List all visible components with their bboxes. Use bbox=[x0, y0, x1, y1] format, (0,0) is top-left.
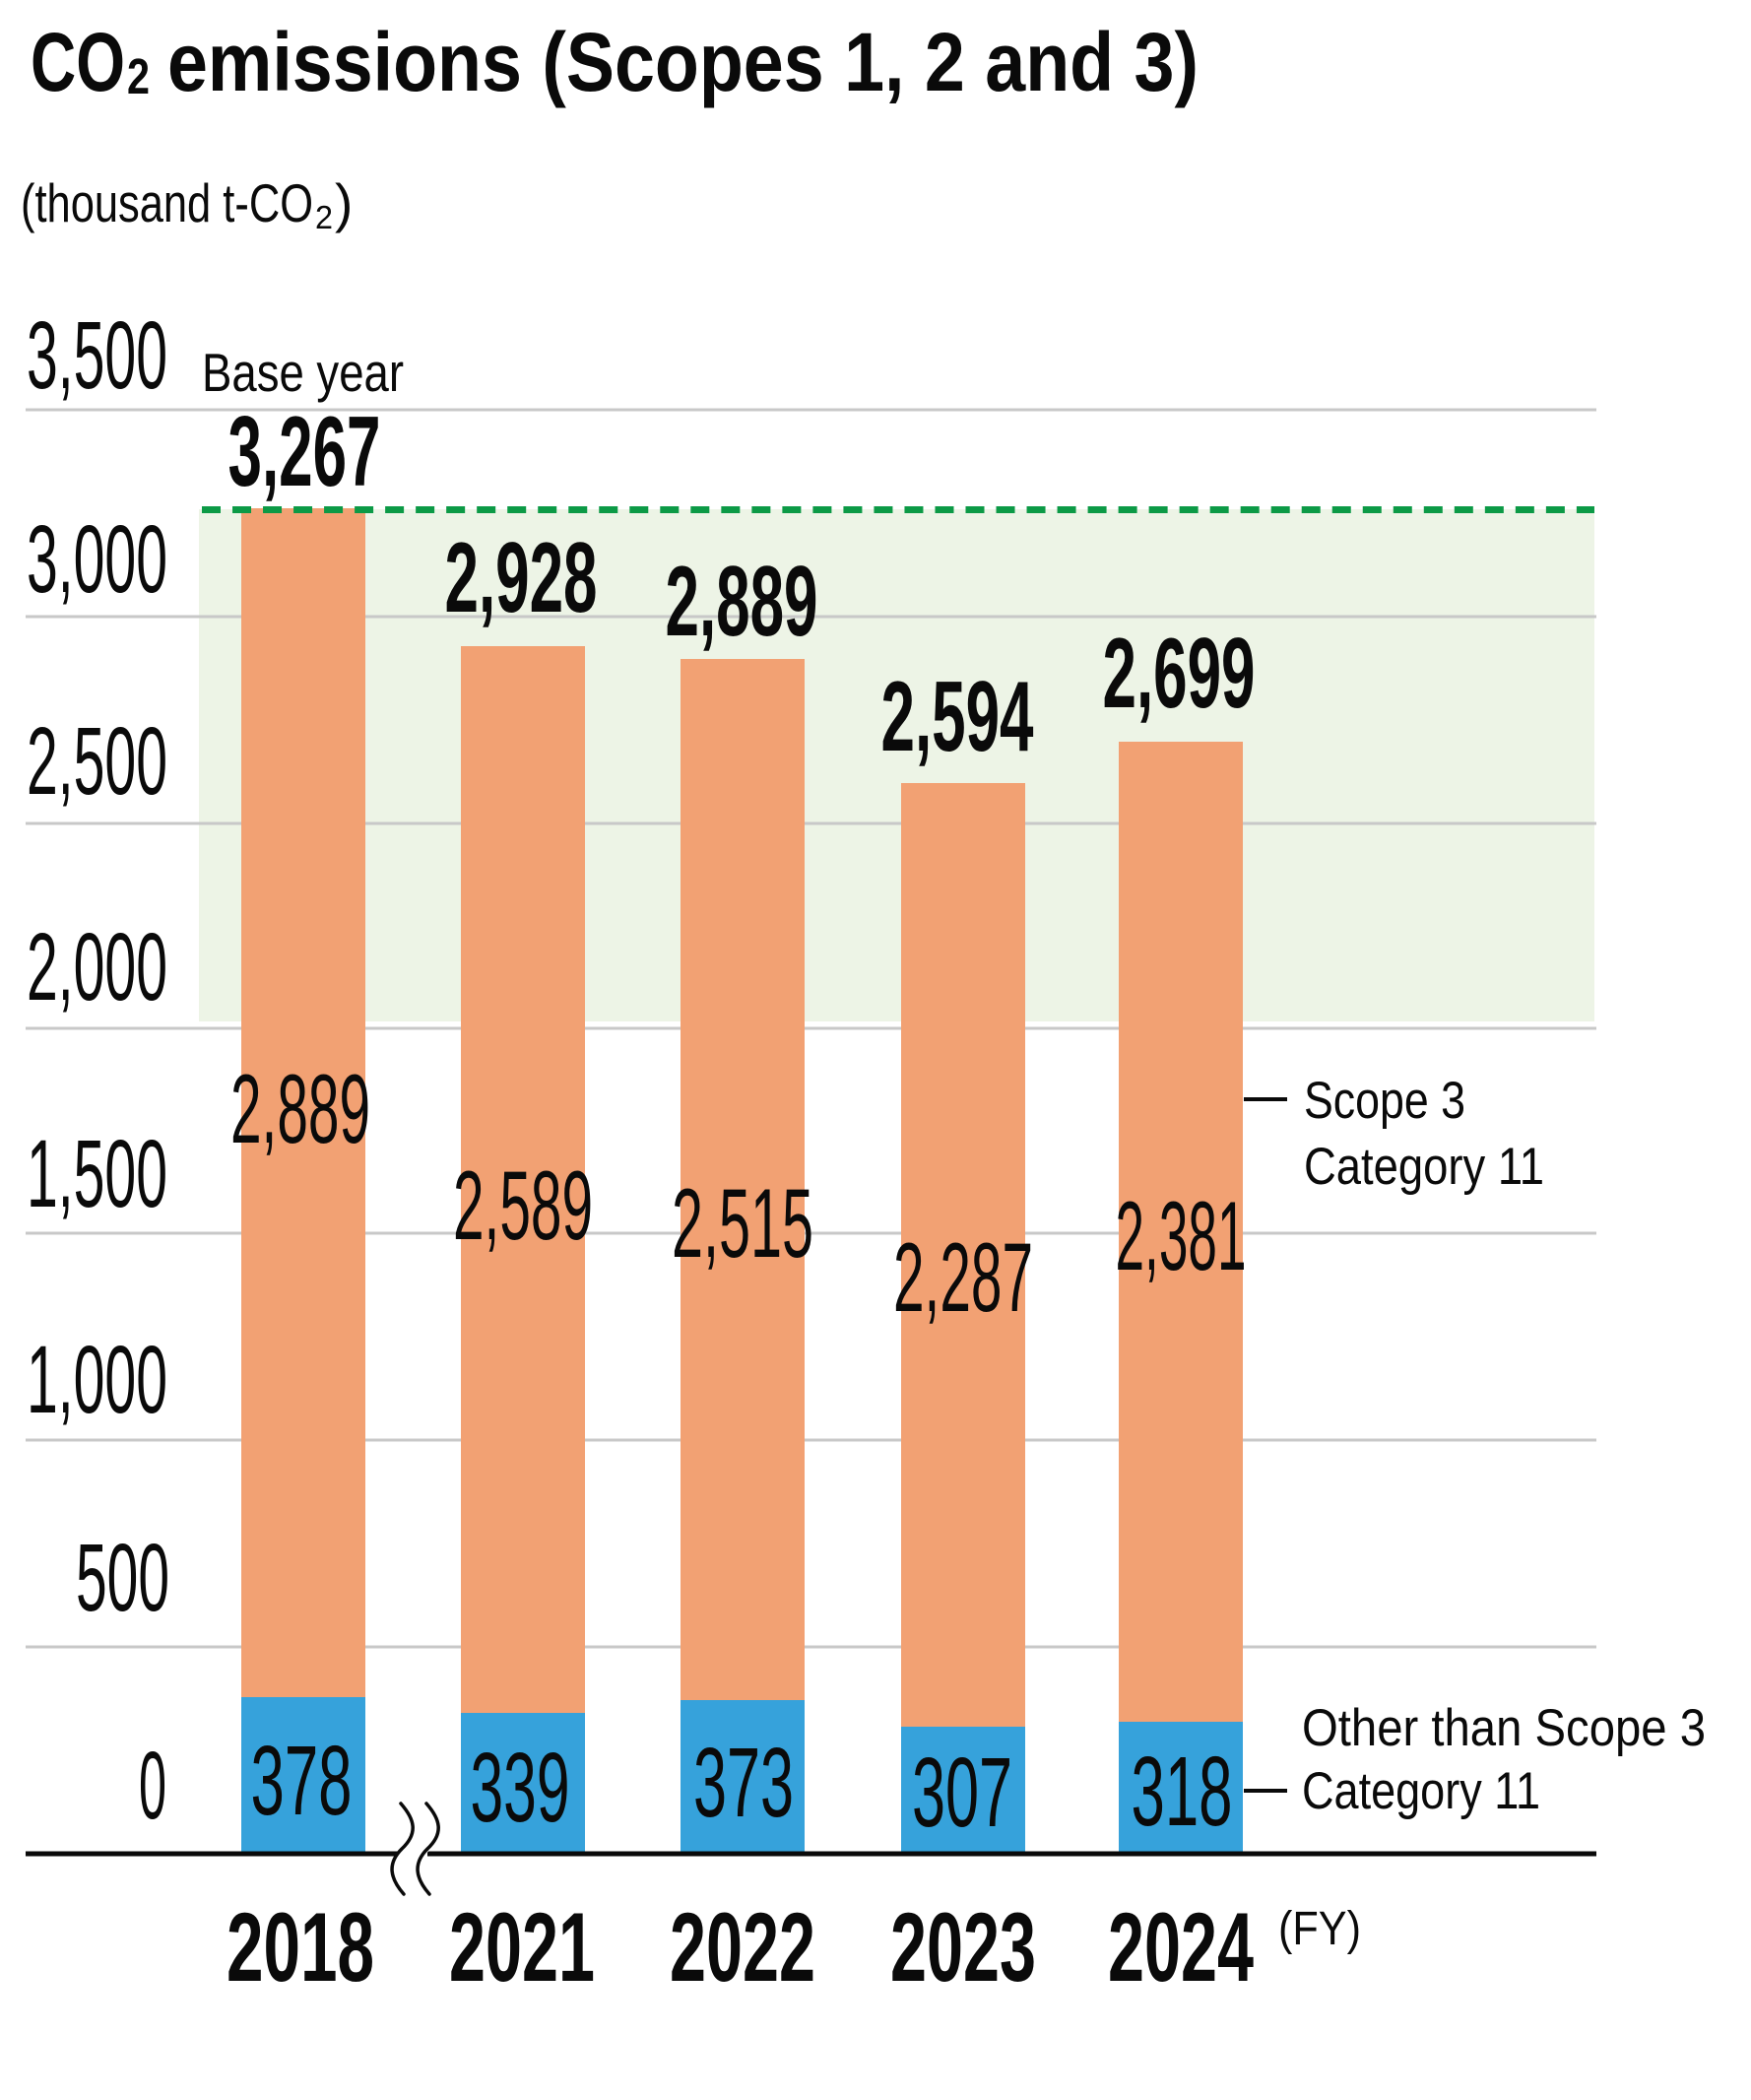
svg-text:2022: 2022 bbox=[670, 1892, 815, 2002]
svg-text:2,500: 2,500 bbox=[27, 707, 167, 815]
svg-text:307: 307 bbox=[912, 1738, 1012, 1848]
svg-text:2024: 2024 bbox=[1108, 1892, 1254, 2002]
svg-text:2,515: 2,515 bbox=[672, 1168, 813, 1278]
svg-text:3,000: 3,000 bbox=[27, 505, 167, 613]
svg-text:3,267: 3,267 bbox=[228, 397, 381, 507]
svg-text:Other than Scope 3: Other than Scope 3 bbox=[1302, 1699, 1706, 1757]
svg-text:2: 2 bbox=[127, 48, 150, 104]
svg-text:CO: CO bbox=[31, 16, 125, 108]
svg-text:378: 378 bbox=[251, 1726, 353, 1836]
svg-text:2,928: 2,928 bbox=[445, 523, 598, 633]
svg-text:2,000: 2,000 bbox=[27, 913, 167, 1020]
svg-text:2,699: 2,699 bbox=[1103, 619, 1256, 729]
svg-text:2,381: 2,381 bbox=[1116, 1181, 1247, 1290]
svg-text:3,500: 3,500 bbox=[27, 301, 167, 409]
svg-text:318: 318 bbox=[1132, 1737, 1233, 1847]
svg-text:Scope 3: Scope 3 bbox=[1304, 1072, 1465, 1130]
svg-text:(thousand t-CO: (thousand t-CO bbox=[21, 172, 313, 233]
svg-text:2018: 2018 bbox=[227, 1892, 374, 2002]
svg-text:1,000: 1,000 bbox=[27, 1326, 167, 1433]
svg-text:): ) bbox=[335, 172, 353, 233]
svg-text:emissions (Scopes 1, 2 and 3): emissions (Scopes 1, 2 and 3) bbox=[167, 16, 1199, 108]
svg-text:0: 0 bbox=[139, 1732, 166, 1839]
svg-text:2,889: 2,889 bbox=[666, 547, 818, 657]
svg-text:2021: 2021 bbox=[449, 1892, 595, 2002]
svg-text:2,594: 2,594 bbox=[881, 662, 1034, 772]
svg-text:2,287: 2,287 bbox=[893, 1222, 1033, 1332]
svg-text:500: 500 bbox=[76, 1524, 169, 1631]
svg-text:Category 11: Category 11 bbox=[1302, 1762, 1540, 1820]
svg-text:2023: 2023 bbox=[890, 1892, 1036, 2002]
svg-text:Base year: Base year bbox=[202, 342, 404, 403]
svg-text:1,500: 1,500 bbox=[27, 1120, 167, 1227]
svg-text:339: 339 bbox=[471, 1733, 570, 1843]
svg-text:2,589: 2,589 bbox=[453, 1150, 593, 1260]
svg-text:Category 11: Category 11 bbox=[1304, 1138, 1544, 1196]
svg-text:(FY): (FY) bbox=[1278, 1903, 1361, 1955]
svg-text:2,889: 2,889 bbox=[230, 1054, 370, 1163]
svg-text:373: 373 bbox=[693, 1728, 794, 1838]
svg-text:2: 2 bbox=[315, 199, 333, 235]
